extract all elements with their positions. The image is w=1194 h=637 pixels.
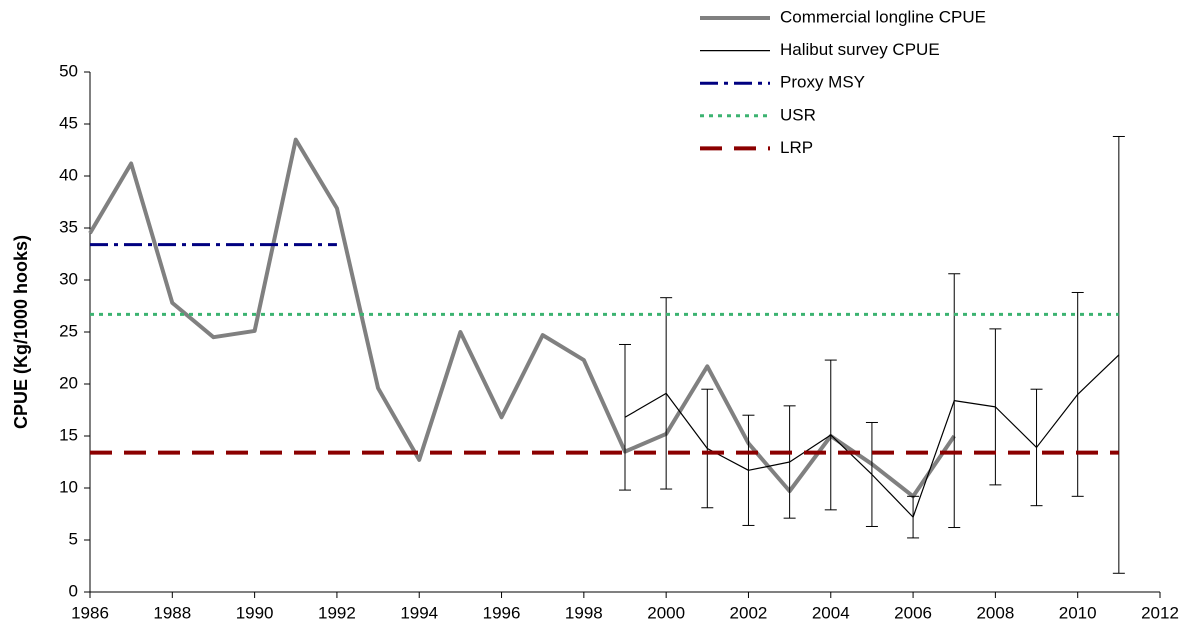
y-tick-label: 20 [59,373,78,392]
error-bar [783,405,796,519]
y-tick-label: 5 [69,529,78,548]
error-bar [948,273,961,529]
x-tick-label: 1990 [236,603,274,622]
error-bar [824,359,837,511]
error-bar [742,414,755,526]
x-tick-label: 2002 [730,603,768,622]
legend-label: Proxy MSY [780,73,865,92]
x-tick-label: 2000 [647,603,685,622]
x-tick-label: 1986 [71,603,109,622]
error-bar [989,328,1002,486]
x-tick-label: 2006 [894,603,932,622]
y-tick-label: 50 [59,61,78,80]
error-bar [660,297,673,490]
x-tick-label: 2008 [976,603,1014,622]
x-tick-label: 1992 [318,603,356,622]
y-tick-label: 40 [59,165,78,184]
y-axis-label: CPUE (Kg/1000 hooks) [11,235,31,429]
legend-label: Commercial longline CPUE [780,7,986,26]
x-tick-label: 1988 [153,603,191,622]
error-bar [1112,135,1125,574]
x-tick-label: 2012 [1141,603,1179,622]
y-tick-label: 0 [69,581,78,600]
error-bar [1071,291,1084,497]
y-tick-label: 15 [59,425,78,444]
legend-label: LRP [780,138,813,157]
y-tick-label: 10 [59,477,78,496]
error-bar [701,388,714,509]
y-tick-label: 30 [59,269,78,288]
x-tick-label: 1998 [565,603,603,622]
legend-label: USR [780,105,816,124]
x-tick-label: 1994 [400,603,438,622]
error-bar [619,343,631,491]
x-tick-label: 2010 [1059,603,1097,622]
error-bar [865,421,878,527]
error-bar [1030,388,1043,507]
error-bar [907,495,920,539]
y-tick-label: 25 [59,321,78,340]
x-tick-label: 1996 [483,603,521,622]
x-tick-label: 2004 [812,603,850,622]
y-tick-label: 45 [59,113,78,132]
series-line [88,137,956,499]
y-tick-label: 35 [59,217,78,236]
legend-label: Halibut survey CPUE [780,40,940,59]
